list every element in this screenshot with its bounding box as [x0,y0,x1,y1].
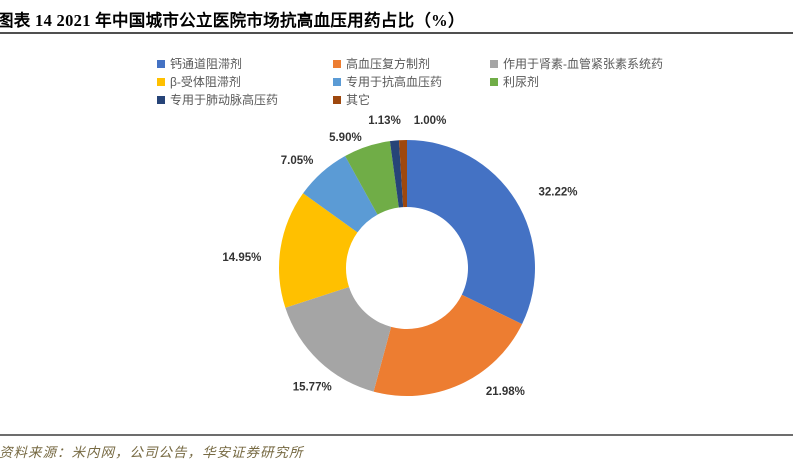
chart-legend: 钙通道阻滞剂 高血压复方制剂 作用于肾素-血管紧张素系统药 β-受体阻滞剂 专用于抗高血… [157,56,663,107]
legend-item-4: β-受体阻滞剂 [157,74,333,89]
donut-slice-3 [285,286,392,392]
slice-label: 14.95% [222,252,261,264]
legend-swatch-icon [333,59,341,68]
slice-label: 1.13% [368,115,401,127]
donut-chart: 32.22% 21.98% 15.77% 14.95% 7.05% 5.90% 1.13% 1… [222,115,577,398]
slice-label: 15.77% [293,382,332,394]
legend-swatch-icon [490,59,498,68]
legend-label: 其它 [346,93,371,107]
legend-label: 利尿剂 [503,75,540,89]
legend-swatch-icon [333,77,341,86]
figure-title: 图表 14 2021 年中国城市公立医院市场抗高血压用药占比（%） [0,11,465,30]
legend-label: 专用于抗高血压药 [346,75,443,89]
title-divider [0,32,793,34]
slice-label: 32.22% [538,186,577,198]
legend-swatch-icon [157,95,165,104]
donut-slice-2 [373,294,523,397]
legend-item-5: 专用于抗高血压药 [333,74,490,89]
legend-label: 作用于肾素-血管紧张素系统药 [503,57,663,71]
legend-item-7: 专用于肺动脉高压药 [157,92,333,107]
legend-label: 专用于肺动脉高压药 [170,93,279,107]
slice-label: 5.90% [329,132,362,144]
slice-label: 7.05% [281,155,314,167]
donut-slice-1 [407,140,535,325]
legend-item-1: 钙通道阻滞剂 [157,56,333,71]
donut-slice-5 [303,155,378,233]
legend-item-6: 利尿剂 [490,74,663,89]
slice-label: 1.00% [414,115,447,127]
legend-swatch-icon [490,77,498,86]
legend-label: β-受体阻滞剂 [170,75,241,89]
legend-swatch-icon [157,59,165,68]
slice-label: 21.98% [486,386,525,398]
donut-slice-7 [389,140,404,208]
donut-slice-6 [345,141,399,215]
legend-item-8: 其它 [333,92,490,107]
legend-swatch-icon [157,77,165,86]
donut-slice-8 [398,140,407,208]
legend-item-2: 高血压复方制剂 [333,56,490,71]
legend-swatch-icon [333,95,341,104]
donut-slice-4 [279,193,358,308]
legend-label: 钙通道阻滞剂 [170,57,243,71]
source-note: 资料来源：米内网，公司公告，华安证券研究所 [0,445,304,460]
footer-divider [0,434,793,436]
legend-item-3: 作用于肾素-血管紧张素系统药 [490,56,663,71]
legend-label: 高血压复方制剂 [346,57,431,71]
